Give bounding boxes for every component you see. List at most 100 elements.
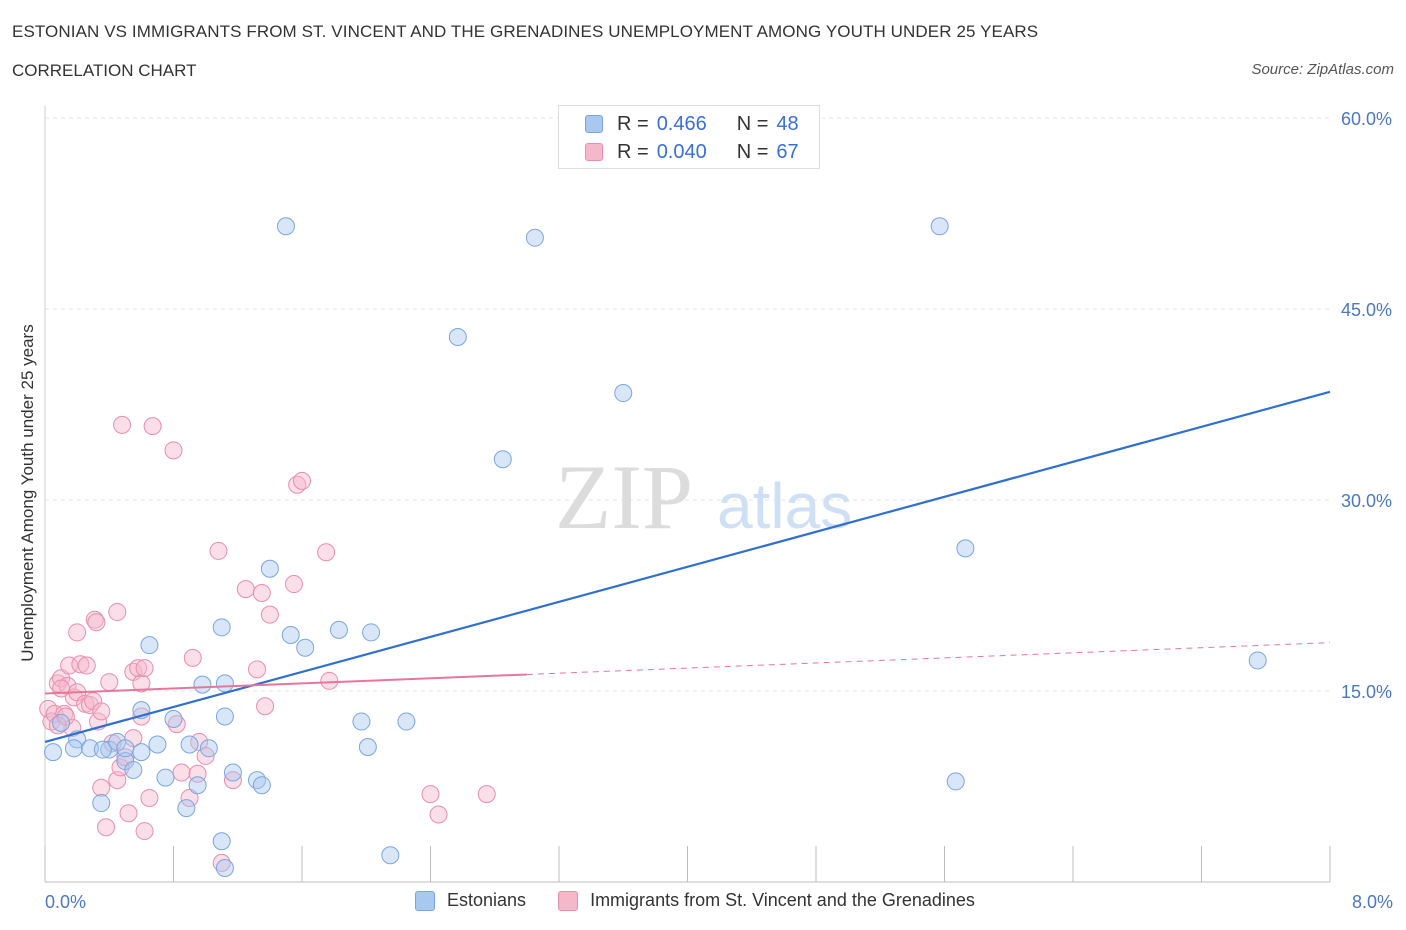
immigrants-point[interactable] <box>52 669 71 688</box>
estonians-point[interactable] <box>525 228 544 247</box>
estonians-point[interactable] <box>199 739 218 758</box>
immigrants-point[interactable] <box>421 785 440 804</box>
immigrants-point[interactable] <box>252 583 271 602</box>
estonians-point[interactable] <box>92 794 111 813</box>
estonians-point[interactable] <box>164 710 183 729</box>
immigrants-point[interactable] <box>56 707 75 726</box>
immigrants-point[interactable] <box>87 613 106 632</box>
estonians-point[interactable] <box>215 674 234 693</box>
estonians-point[interactable] <box>156 768 175 787</box>
estonians-point[interactable] <box>448 328 467 347</box>
immigrants-point[interactable] <box>183 648 202 667</box>
estonians-point[interactable] <box>223 763 242 782</box>
immigrants-point[interactable] <box>68 623 87 642</box>
estonians-point[interactable] <box>276 217 295 236</box>
estonians-point[interactable] <box>352 712 371 731</box>
estonians-point[interactable] <box>140 636 159 655</box>
estonians-point[interactable] <box>358 738 377 757</box>
immigrants-point[interactable] <box>92 778 111 797</box>
estonians-point[interactable] <box>614 384 633 403</box>
immigrants-point[interactable] <box>71 655 90 674</box>
legend-row-immigrants: R = 0.040 N = 67 <box>585 139 799 165</box>
estonians-point[interactable] <box>248 771 267 790</box>
estonians-point[interactable] <box>215 858 234 877</box>
estonians-point[interactable] <box>180 735 199 754</box>
estonians-point[interactable] <box>381 846 400 865</box>
estonians-point[interactable] <box>362 623 381 642</box>
immigrants-point[interactable] <box>119 804 138 823</box>
immigrants-point[interactable] <box>164 441 183 460</box>
immigrants-point[interactable] <box>132 674 151 693</box>
immigrants-point[interactable] <box>108 603 127 622</box>
immigrants-point[interactable] <box>45 704 64 723</box>
immigrants-point[interactable] <box>135 659 154 678</box>
immigrants-point[interactable] <box>320 671 339 690</box>
source-credit: Source: ZipAtlas.com <box>1251 61 1394 78</box>
estonians-point[interactable] <box>132 743 151 762</box>
immigrants-point[interactable] <box>284 575 303 594</box>
estonians-point[interactable] <box>44 743 63 762</box>
estonians-point[interactable] <box>124 760 143 779</box>
legend-label-estonians: Estonians <box>447 890 527 910</box>
estonians-point[interactable] <box>188 776 207 795</box>
immigrants-point[interactable] <box>477 785 496 804</box>
gridlines <box>45 117 1330 692</box>
estonians-point[interactable] <box>1248 651 1267 670</box>
estonians-point[interactable] <box>397 712 416 731</box>
immigrants-point[interactable] <box>293 471 311 490</box>
y-axis-label: Unemployment Among Youth under 25 years <box>18 324 37 661</box>
immigrants-point[interactable] <box>317 543 336 562</box>
estonians-point[interactable] <box>260 559 279 578</box>
estonians-point[interactable] <box>193 675 212 694</box>
estonians-point[interactable] <box>177 799 196 818</box>
immigrants-point[interactable] <box>429 805 448 824</box>
immigrants-point[interactable] <box>256 697 275 716</box>
estonians-point[interactable] <box>148 735 167 754</box>
immigrants-point[interactable] <box>140 788 159 807</box>
estonians-point[interactable] <box>281 625 300 644</box>
trend-lines <box>44 390 1331 743</box>
immigrants-point[interactable] <box>236 580 255 599</box>
legend-r-label: R = <box>617 140 649 163</box>
immigrants-point[interactable] <box>77 656 96 675</box>
estonians-point[interactable] <box>930 217 949 236</box>
immigrants-point[interactable] <box>113 415 132 434</box>
estonians-point[interactable] <box>329 620 348 639</box>
estonians-point[interactable] <box>212 618 231 637</box>
estonians-point[interactable] <box>212 832 231 851</box>
immigrants-point[interactable] <box>100 673 119 692</box>
immigrants-point[interactable] <box>212 853 231 872</box>
estonians-point[interactable] <box>493 450 512 469</box>
y-tick-label: 45.0% <box>1341 300 1392 320</box>
estonians-point[interactable] <box>116 739 135 758</box>
legend-item-immigrants[interactable]: Immigrants from St. Vincent and the Gren… <box>558 890 975 911</box>
immigrants-point[interactable] <box>52 679 71 698</box>
estonians-point[interactable] <box>252 776 271 795</box>
immigrants-point[interactable] <box>143 417 162 436</box>
estonians-point[interactable] <box>946 772 965 791</box>
estonians-point[interactable] <box>52 713 71 732</box>
estonians-point[interactable] <box>80 739 99 758</box>
immigrants-point[interactable] <box>129 659 148 678</box>
immigrants-point[interactable] <box>172 763 191 782</box>
legend-label-immigrants: Immigrants from St. Vincent and the Gren… <box>590 890 975 910</box>
immigrants-point[interactable] <box>180 788 199 807</box>
estonians-point[interactable] <box>296 638 315 657</box>
immigrants-point[interactable] <box>260 605 279 624</box>
estonians-point[interactable] <box>215 707 234 726</box>
immigrants-point[interactable] <box>209 541 228 560</box>
immigrants-point[interactable] <box>97 818 116 837</box>
immigrants-point[interactable] <box>167 715 186 734</box>
estonians-point[interactable] <box>64 739 83 758</box>
estonians-point[interactable] <box>93 740 112 759</box>
legend-item-estonians[interactable]: Estonians <box>415 890 526 911</box>
watermark-atlas: atlas <box>717 470 852 542</box>
legend-r-value: 0.040 <box>656 140 707 163</box>
immigrants-point[interactable] <box>135 822 154 841</box>
estonians-point[interactable] <box>956 539 975 558</box>
legend-swatch-blue <box>585 115 603 133</box>
immigrants-point[interactable] <box>248 660 267 679</box>
immigrants-point[interactable] <box>63 718 82 737</box>
immigrants-point[interactable] <box>92 702 111 721</box>
immigrants-point[interactable] <box>223 771 242 790</box>
